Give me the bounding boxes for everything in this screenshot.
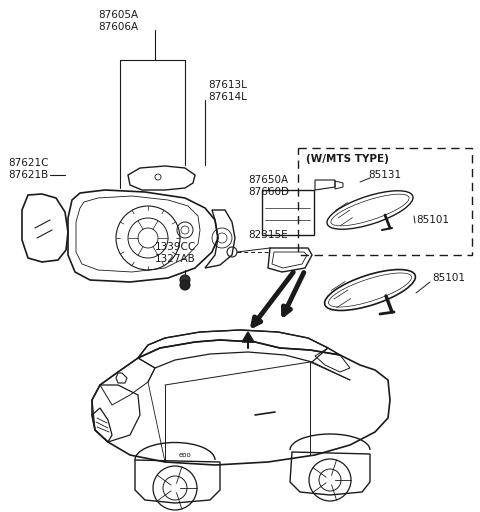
Text: 87650A
87660D: 87650A 87660D (248, 175, 289, 198)
FancyArrowPatch shape (283, 272, 304, 314)
Text: 87613L
87614L: 87613L 87614L (208, 80, 247, 102)
Bar (298, 148, 472, 255)
Text: 87605A
87606A: 87605A 87606A (98, 10, 138, 32)
FancyArrowPatch shape (253, 272, 293, 326)
Text: 87621C
87621B: 87621C 87621B (8, 158, 48, 180)
Polygon shape (242, 332, 254, 342)
Circle shape (180, 275, 190, 285)
Text: 82315E: 82315E (248, 230, 288, 240)
Text: eoo: eoo (179, 452, 192, 458)
Text: (W/MTS TYPE): (W/MTS TYPE) (306, 154, 389, 164)
Text: 85101: 85101 (432, 273, 465, 283)
Text: 85131: 85131 (368, 170, 401, 180)
Text: 1339CC
1327AB: 1339CC 1327AB (155, 242, 196, 264)
Bar (262, 190, 314, 235)
Circle shape (180, 280, 190, 290)
Text: 85101: 85101 (416, 215, 449, 225)
